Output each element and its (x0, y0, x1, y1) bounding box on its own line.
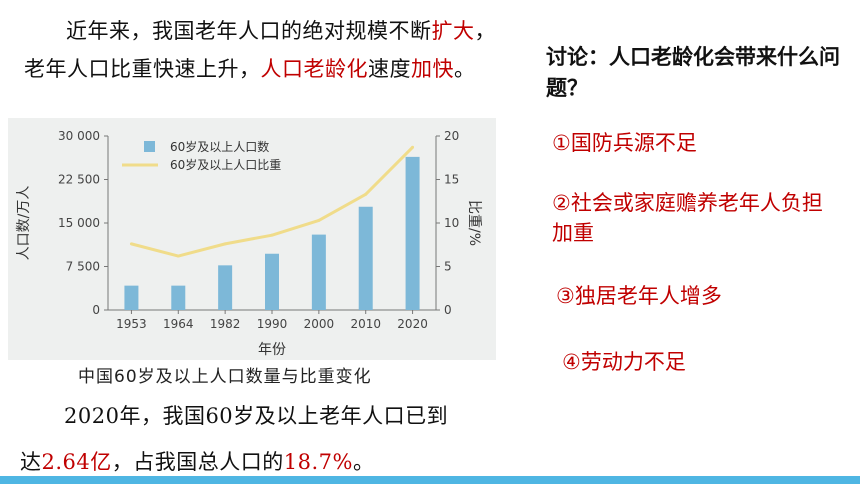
chart-caption: 中国60岁及以上人口数量与比重变化 (78, 367, 372, 387)
bar (265, 253, 279, 310)
discussion-point-1: ①国防兵源不足 (552, 131, 697, 155)
ratio-point (129, 242, 133, 246)
x-tick-label: 1953 (116, 317, 147, 331)
ratio-point (411, 145, 415, 149)
bar (358, 206, 373, 310)
y2-tick-label: 0 (444, 303, 452, 317)
x-tick-label: 1964 (163, 317, 194, 331)
ratio-point (317, 218, 321, 222)
y-tick-label: 7 500 (66, 260, 100, 274)
intro-text-1: 近年来，我国老年人口的绝对规模不断 (66, 19, 432, 43)
y2-tick-label: 15 (444, 173, 459, 187)
x-tick-label: 2000 (304, 317, 335, 331)
y-tick-label: 30 000 (58, 129, 100, 143)
legend-bar-label: 60岁及以上人口数 (170, 139, 269, 154)
x-axis-label: 年份 (258, 342, 286, 358)
y-tick-label: 0 (92, 303, 100, 317)
ratio-point (223, 242, 227, 246)
discussion-point-3: ③独居老年人增多 (556, 284, 722, 308)
intro-text-2: ，老年人口比重快速上升， (24, 19, 496, 81)
population-chart: 0 7 500 15 000 22 500 30 000 0 5 10 15 20 人口数/万人 比重… (8, 118, 496, 360)
bar (171, 285, 186, 310)
bar (124, 285, 139, 310)
x-tick-label: 1982 (210, 317, 241, 331)
discussion-title: 讨论：人口老龄化会带来什么问题？ (546, 45, 840, 100)
intro-highlight-aging: 人口老龄化 (260, 57, 368, 81)
bottom-accent-bar (0, 476, 860, 484)
y-tick-label: 15 000 (58, 216, 100, 230)
summary-text-2: ，占我国总人口的 (111, 450, 284, 474)
discussion-point-4: ④劳动力不足 (562, 350, 686, 374)
chart-svg: 0 7 500 15 000 22 500 30 000 0 5 10 15 20 人口数/万人 比重… (16, 129, 482, 358)
bar (218, 265, 233, 310)
summary-highlight-percent: 18.7% (283, 450, 353, 474)
bar (405, 156, 420, 310)
x-tick-label: 2010 (350, 317, 381, 331)
y2-axis-label: 比重/% (466, 200, 482, 246)
discussion-point-2: ②社会或家庭赡养老年人负担加重 (552, 191, 823, 245)
ratio-point (364, 192, 368, 196)
y2-tick-label: 20 (444, 129, 459, 143)
y2-tick-label: 5 (444, 260, 452, 274)
bar (311, 234, 326, 310)
y-axis-label: 人口数/万人 (16, 186, 32, 261)
x-tick-label: 2020 (397, 317, 428, 331)
summary-text-1: 达 (20, 450, 42, 474)
intro-paragraph: 近年来，我国老年人口的绝对规模不断扩大，老年人口比重快速上升，人口老龄化速度加快… (24, 12, 514, 88)
y2-tick-label: 10 (444, 216, 459, 230)
summary-line-1: 2020年，我国60岁及以上老年人口已到 (64, 404, 449, 428)
intro-text-4: 。 (454, 57, 476, 81)
ratio-point (270, 233, 274, 237)
legend-bar-swatch (144, 141, 155, 152)
summary-highlight-population: 2.64亿 (41, 450, 112, 474)
legend-line-label: 60岁及以上人口比重 (170, 157, 281, 172)
summary-text-3: 。 (352, 450, 375, 474)
intro-highlight-accelerate: 加快 (411, 57, 454, 81)
summary-line-2: 达2.64亿，占我国总人口的18.7%。 (20, 443, 374, 481)
x-tick-label: 1990 (257, 317, 288, 331)
y-tick-label: 22 500 (58, 173, 100, 187)
ratio-point (176, 254, 180, 258)
intro-text-3: 速度 (368, 57, 411, 81)
intro-highlight-expand: 扩大 (431, 19, 475, 43)
